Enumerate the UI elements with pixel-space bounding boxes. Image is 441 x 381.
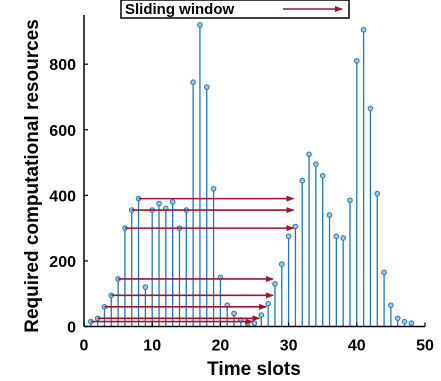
stem-marker (142, 284, 149, 290)
stem-marker (231, 310, 237, 317)
stem-marker (278, 261, 285, 268)
stem-marker (306, 151, 312, 158)
axes (83, 15, 425, 328)
x-tick-label: 30 (280, 338, 298, 355)
stem-marker (299, 177, 306, 184)
stem-marker (381, 269, 387, 276)
sliding-window-arrows (90, 195, 295, 325)
x-tick-label: 40 (348, 338, 366, 355)
stem-marker (272, 281, 278, 287)
stem-marker (347, 197, 353, 204)
stem-marker (340, 235, 346, 241)
stem-marker (203, 84, 210, 90)
stem-marker (394, 315, 401, 322)
y-tick-label: 200 (49, 254, 76, 271)
legend: Sliding window (120, 0, 350, 19)
y-tick-label: 400 (49, 188, 76, 205)
stems-layer (88, 22, 415, 327)
legend-label: Sliding window (125, 1, 234, 18)
x-tick-label: 0 (80, 338, 89, 355)
stem-marker (156, 200, 162, 207)
x-tick-label: 10 (143, 338, 161, 355)
x-tick-label: 20 (212, 338, 230, 355)
stem-marker (374, 190, 381, 197)
y-tick-label: 600 (49, 123, 76, 140)
stem-marker (360, 26, 367, 33)
stem-marker (367, 105, 374, 112)
stem-marker (388, 302, 394, 308)
stem-marker (285, 233, 292, 240)
y-tick-label: 800 (49, 57, 76, 74)
stem-marker (313, 161, 319, 167)
stem-marker (319, 172, 326, 179)
stem-marker (333, 233, 340, 240)
stem-marker (292, 223, 299, 230)
stem-marker (210, 185, 217, 192)
stem-marker (326, 212, 333, 218)
stem-marker (169, 199, 176, 205)
x-tick-label: 50 (416, 338, 434, 355)
y-axis-label: Required computational resources (22, 19, 43, 333)
stem-marker (258, 312, 265, 318)
stem-marker (197, 22, 203, 28)
stem-marker (265, 300, 271, 307)
legend-box (120, 0, 350, 19)
stem-marker (401, 318, 408, 325)
stem-marker (251, 320, 258, 327)
stem-marker (190, 79, 196, 86)
x-axis-label: Time slots (207, 359, 301, 380)
stem-marker (408, 320, 415, 327)
stem-marker (354, 58, 360, 64)
y-tick-label: 0 (67, 320, 76, 337)
ticks: 0 10 20 30 40 50 0 200 400 600 800 (49, 57, 434, 354)
